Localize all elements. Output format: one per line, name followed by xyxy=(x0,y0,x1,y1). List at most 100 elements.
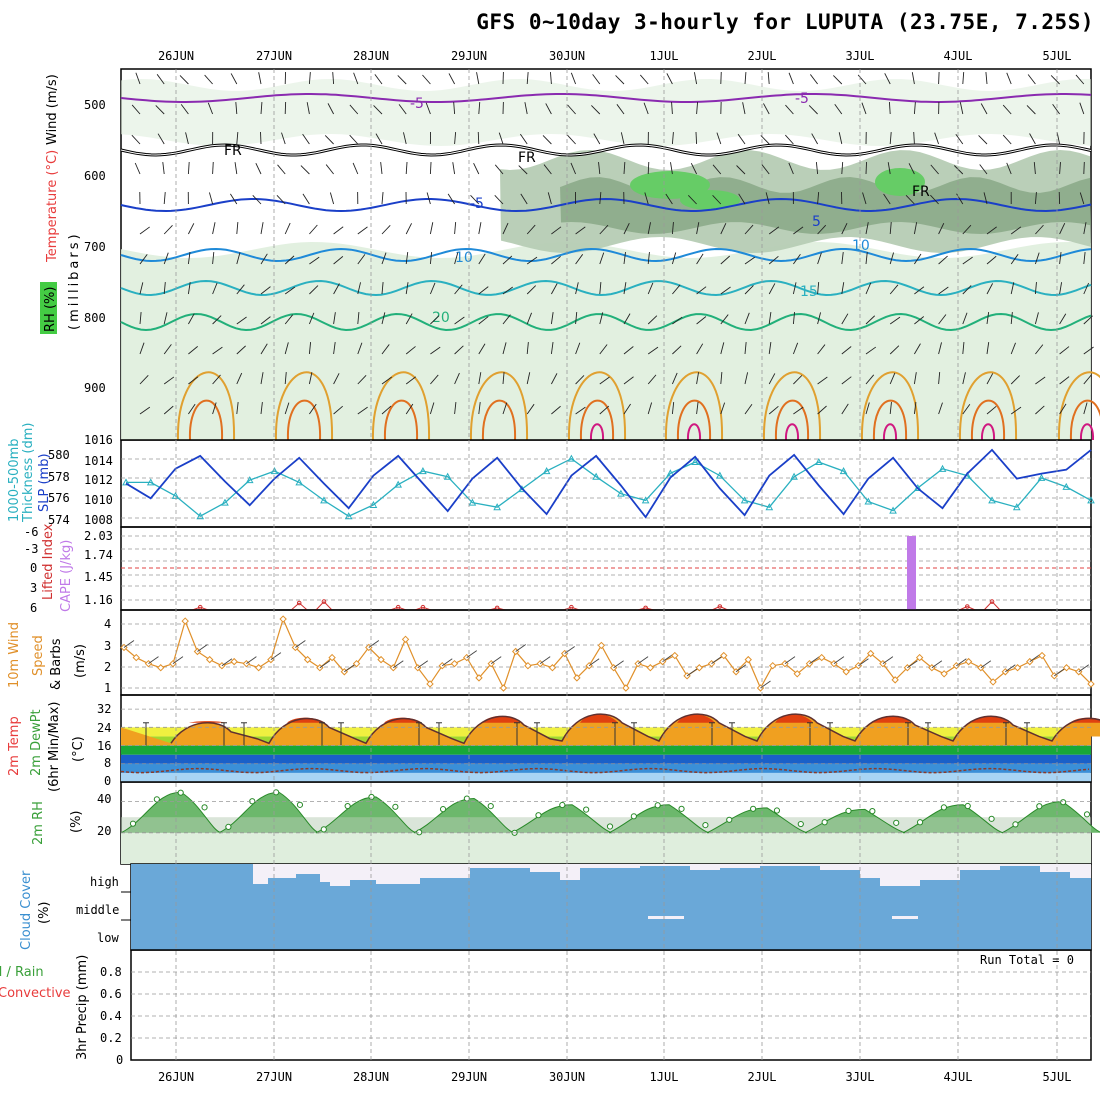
warm-plume-inner xyxy=(970,399,1006,441)
wind-barb xyxy=(526,372,531,385)
wind-barb xyxy=(381,192,384,205)
wind-barb xyxy=(865,282,872,295)
wind-barb xyxy=(1006,72,1012,85)
warm-plume-outer xyxy=(762,371,822,441)
level-1016: 1016 xyxy=(84,433,113,447)
level-900: 900 xyxy=(84,381,106,395)
thickness-point xyxy=(493,503,501,511)
wind-barb xyxy=(179,75,189,85)
ylabel-thickness: 1000-500mb xyxy=(7,438,22,522)
wind-barb xyxy=(865,222,869,235)
wind10-barb xyxy=(393,660,404,669)
wind-barb xyxy=(324,135,334,145)
wind-barb xyxy=(381,252,387,265)
wind-barb xyxy=(575,342,581,355)
wind-barb xyxy=(470,194,480,205)
wind-barb xyxy=(139,374,149,385)
wind-barb xyxy=(738,193,746,205)
contour-label: 10 xyxy=(852,238,870,254)
wind-barb xyxy=(1079,192,1085,205)
rh2m-point xyxy=(153,796,160,803)
wind-barb xyxy=(526,403,535,415)
rh2m-point xyxy=(821,819,828,826)
wind10-barb xyxy=(417,660,429,669)
wind-speed-point xyxy=(157,664,165,672)
wind-barb xyxy=(308,72,311,85)
wind-barb xyxy=(1075,74,1085,85)
wind-barb xyxy=(551,255,561,265)
wind-speed-point xyxy=(1087,680,1095,688)
date-label-top: 1JUL xyxy=(650,49,679,63)
thickness-point xyxy=(814,458,823,466)
wind-barb xyxy=(1006,162,1012,175)
date-label-bottom: 2JUL xyxy=(748,1070,777,1084)
wind-speed-point xyxy=(866,649,875,658)
wind-barb xyxy=(938,286,949,295)
wind10-yaxis: 4 3 2 1 10m Wind Speed & Barbs (m/s) xyxy=(7,617,111,695)
wind-barb xyxy=(817,252,822,265)
isotherm-minus5 xyxy=(120,197,1092,213)
wind-barb xyxy=(135,72,141,85)
wind-barb xyxy=(405,252,409,265)
wind10-barb xyxy=(980,660,992,669)
rh2m-point xyxy=(988,815,995,822)
wind-barb xyxy=(353,72,359,85)
date-label-bottom: 30JUN xyxy=(549,1070,585,1084)
wind-barb xyxy=(841,403,849,415)
rh2m-point xyxy=(773,807,781,814)
wind-barb xyxy=(841,376,852,385)
wind-barb xyxy=(763,103,770,115)
wind-barb xyxy=(575,406,586,415)
wind-barb xyxy=(236,284,245,295)
wind-barb xyxy=(938,255,948,265)
thickness-point xyxy=(889,506,897,514)
wind-barb xyxy=(817,312,822,325)
wind-barb xyxy=(429,252,433,265)
wind-barb xyxy=(744,224,754,235)
ylabel-temp: Temperature (°C) xyxy=(45,150,60,263)
wind-barb xyxy=(284,402,290,415)
wind-barb xyxy=(744,256,756,265)
wind-barb xyxy=(502,314,511,325)
rh-high-area xyxy=(875,168,925,196)
wind-barb xyxy=(494,164,504,175)
wind-barb xyxy=(1010,312,1013,325)
wind-speed-point xyxy=(695,664,704,672)
ylabel-slp: SLP (mb) xyxy=(37,453,52,512)
wind-barb xyxy=(744,342,747,355)
wind-barb xyxy=(1034,312,1039,325)
wind-barb xyxy=(453,102,456,115)
wind-barb xyxy=(768,342,772,355)
wind-barb xyxy=(672,316,683,325)
cape-tick-145: 1.45 xyxy=(84,570,113,584)
rh2m-point xyxy=(392,803,399,810)
rh2m-point xyxy=(344,802,351,810)
wind-barb xyxy=(454,372,460,385)
wind-barb xyxy=(720,372,723,385)
wind-barb xyxy=(163,405,174,415)
li-point xyxy=(989,599,995,604)
li-point xyxy=(717,604,723,609)
wind-barb xyxy=(357,342,363,355)
wind-barb xyxy=(308,342,312,355)
wind-barb xyxy=(716,132,722,145)
wind-barb xyxy=(309,224,318,235)
wind-barb xyxy=(841,282,845,295)
wind-speed-point xyxy=(377,655,385,664)
cape-bar xyxy=(907,536,916,610)
wind-speed-point xyxy=(940,670,948,678)
wind-barb xyxy=(884,73,891,85)
wind-barb xyxy=(332,71,335,85)
wind-barb xyxy=(986,342,990,355)
wind-barb xyxy=(938,314,947,325)
warm-plume-inner xyxy=(1069,399,1100,441)
wind-speed-point xyxy=(597,641,606,650)
wind-barb xyxy=(308,312,315,325)
wind-barb xyxy=(623,403,631,415)
date-label-top: 30JUN xyxy=(549,49,585,63)
wind-barb xyxy=(550,342,554,355)
wind-barb xyxy=(914,253,922,265)
wind-barb xyxy=(1029,133,1036,145)
wind-barb xyxy=(309,403,317,415)
thickness-point xyxy=(765,503,774,511)
